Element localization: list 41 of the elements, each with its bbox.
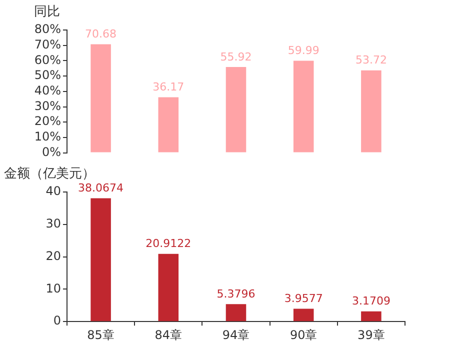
y-tick-label: 30	[46, 216, 61, 231]
x-tick-label: 90章	[290, 328, 318, 342]
x-tick-label: 84章	[154, 328, 182, 342]
bar	[361, 311, 382, 322]
bar	[226, 304, 246, 322]
y-tick-label: 40	[46, 184, 61, 198]
bar	[158, 97, 179, 152]
bar	[90, 44, 111, 152]
y-tick-label: 0%	[42, 144, 61, 159]
y-tick-label: 40%	[34, 84, 61, 98]
bar	[293, 60, 314, 152]
x-tick-label: 39章	[358, 328, 385, 342]
y-tick-label: 20	[46, 248, 61, 263]
data-label: 38.0674	[78, 182, 124, 195]
y-tick-label: 50%	[34, 68, 61, 82]
bar	[158, 254, 179, 322]
y-axis-title: 同比	[34, 4, 60, 20]
data-label: 70.68	[85, 28, 117, 41]
data-label: 59.99	[288, 44, 320, 58]
data-label: 3.1709	[352, 294, 390, 308]
bar	[226, 66, 246, 152]
data-label: 55.92	[220, 50, 252, 64]
y-tick-label: 0	[53, 314, 61, 328]
y-axis-title: 金额（亿美元）	[4, 165, 95, 182]
data-label: 3.9577	[284, 292, 323, 306]
y-tick-label: 70%	[34, 37, 61, 52]
data-label: 5.3796	[216, 288, 256, 301]
y-tick-label: 10%	[34, 130, 61, 144]
bar	[90, 198, 111, 322]
data-label: 20.9122	[146, 237, 192, 250]
bar	[293, 308, 314, 322]
x-tick-label: 85章	[87, 328, 114, 342]
data-label: 53.72	[355, 54, 387, 67]
y-tick-label: 10	[46, 281, 61, 296]
bar	[361, 70, 382, 152]
x-tick-label: 94章	[222, 328, 250, 342]
y-tick-label: 80%	[34, 22, 61, 36]
y-tick-label: 60%	[34, 52, 61, 67]
y-tick-label: 20%	[34, 114, 61, 128]
data-label: 36.17	[152, 80, 184, 94]
y-tick-label: 30%	[34, 98, 61, 113]
